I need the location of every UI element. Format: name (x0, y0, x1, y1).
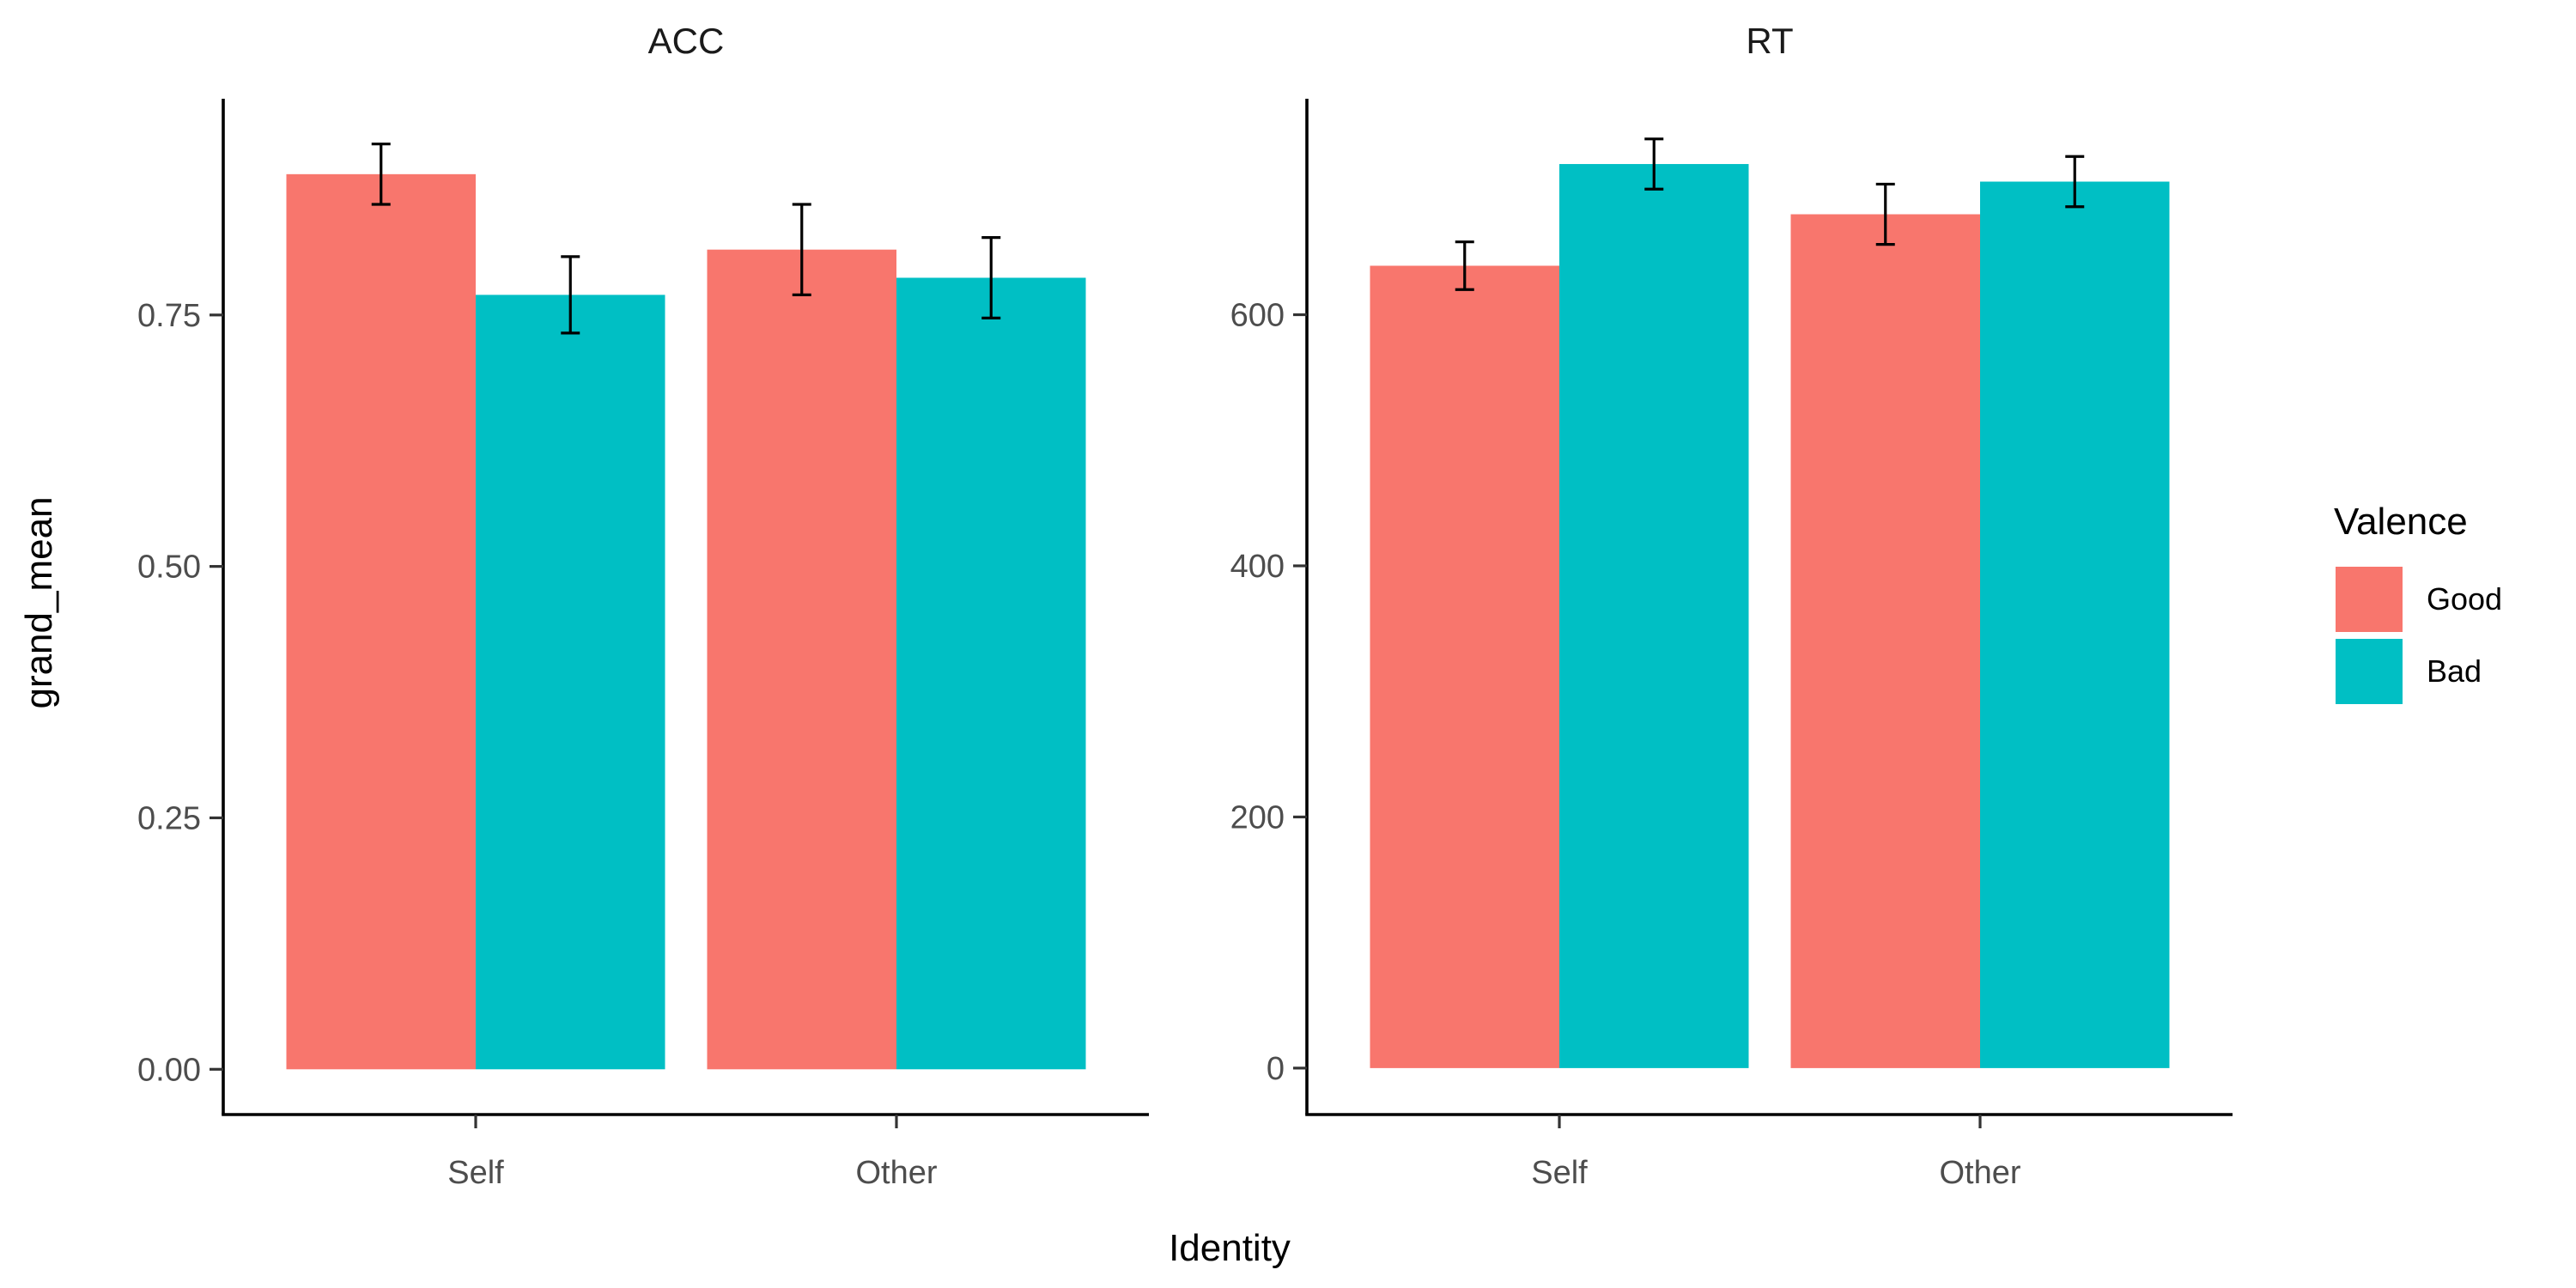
bar-good-self (286, 173, 476, 1070)
legend-label-bad: Bad (2427, 653, 2482, 689)
error-bar-bad-other (2065, 155, 2085, 209)
panel-0: ACC 0.00 0.25 0.50 0.75 Self Other (137, 21, 1149, 1191)
error-bar-bad-other (981, 236, 1001, 319)
legend-key-good (2336, 567, 2403, 632)
bar-good-self (1370, 265, 1559, 1068)
x-tick-label: Self (1531, 1155, 1588, 1191)
legend-label-good: Good (2427, 581, 2502, 617)
bar-bad-other (1980, 181, 2170, 1068)
y-tick-label: 0.25 (137, 800, 201, 836)
y-tick-label: 400 (1230, 549, 1285, 585)
x-tick-label: Other (1939, 1155, 2020, 1191)
error-bar-bad-self (561, 255, 580, 335)
panel-title: RT (1746, 21, 1793, 61)
bar-bad-self (1559, 164, 1749, 1068)
x-tick-label: Other (855, 1155, 937, 1191)
y-tick-label: 0.50 (137, 550, 201, 586)
panel-1: RT 0 200 400 600 Self Other (1230, 21, 2233, 1191)
bar-bad-other (896, 277, 1086, 1070)
x-axis-title: Identity (1169, 1227, 1291, 1269)
y-tick-label: 0 (1267, 1051, 1285, 1087)
x-tick-label: Self (447, 1155, 504, 1191)
panel-title: ACC (648, 21, 725, 61)
bar-good-other (707, 249, 896, 1070)
bar-good-other (1790, 214, 1980, 1068)
legend: Valence Good Bad (2334, 501, 2502, 704)
error-bar-good-other (792, 203, 811, 297)
legend-title: Valence (2334, 501, 2468, 543)
panels: ACC 0.00 0.25 0.50 0.75 Self Other RT 0 200 400 600… (137, 21, 2233, 1191)
error-bar-good-other (1875, 182, 1895, 246)
error-bar-good-self (1455, 240, 1474, 291)
y-tick-label: 0.00 (137, 1052, 201, 1088)
legend-key-bad (2336, 639, 2403, 704)
bar-bad-self (476, 295, 665, 1070)
error-bar-bad-self (1644, 137, 1664, 191)
y-tick-label: 200 (1230, 799, 1285, 835)
y-tick-label: 600 (1230, 298, 1285, 334)
y-tick-label: 0.75 (137, 298, 201, 334)
y-axis-title: grand_mean (18, 496, 60, 708)
error-bar-good-self (371, 143, 391, 206)
